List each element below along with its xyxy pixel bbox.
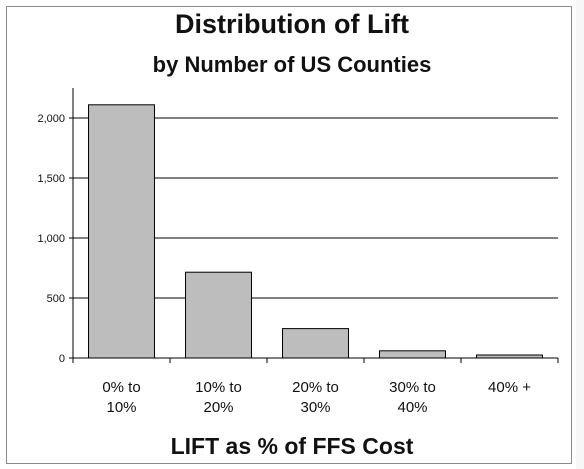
x-tick-label: 40% + — [488, 379, 531, 396]
y-tick-label: 1,500 — [37, 173, 65, 185]
x-tick-label: 20% to 30% — [292, 379, 339, 416]
x-tick-label: 10% to 20% — [195, 379, 242, 416]
y-tick-labels: 0 500 1,000 1,500 2,000 — [37, 113, 65, 365]
bars — [88, 104, 543, 359]
chart-subtitle: by Number of US Counties — [152, 52, 432, 77]
y-tick-label: 1,000 — [37, 233, 65, 245]
x-tick-labels: 0% to 10% 10% to 20% 20% to 30% 30% to 40% 40% + — [102, 379, 531, 416]
x-tick-label: 0% to 10% — [102, 379, 140, 416]
y-tick-label: 0 — [59, 353, 65, 365]
bar — [185, 271, 252, 359]
bar — [88, 104, 155, 359]
chart-title: Distribution of Lift — [175, 9, 409, 39]
y-tick-label: 500 — [47, 293, 65, 305]
bar — [282, 328, 349, 359]
x-tick-label: 30% to 40% — [389, 379, 436, 416]
bar — [379, 350, 446, 359]
right-edge-strip — [576, 0, 584, 469]
y-tick-label: 2,000 — [37, 113, 65, 125]
axes — [69, 88, 559, 363]
x-axis-label: LIFT as % of FFS Cost — [170, 433, 414, 459]
